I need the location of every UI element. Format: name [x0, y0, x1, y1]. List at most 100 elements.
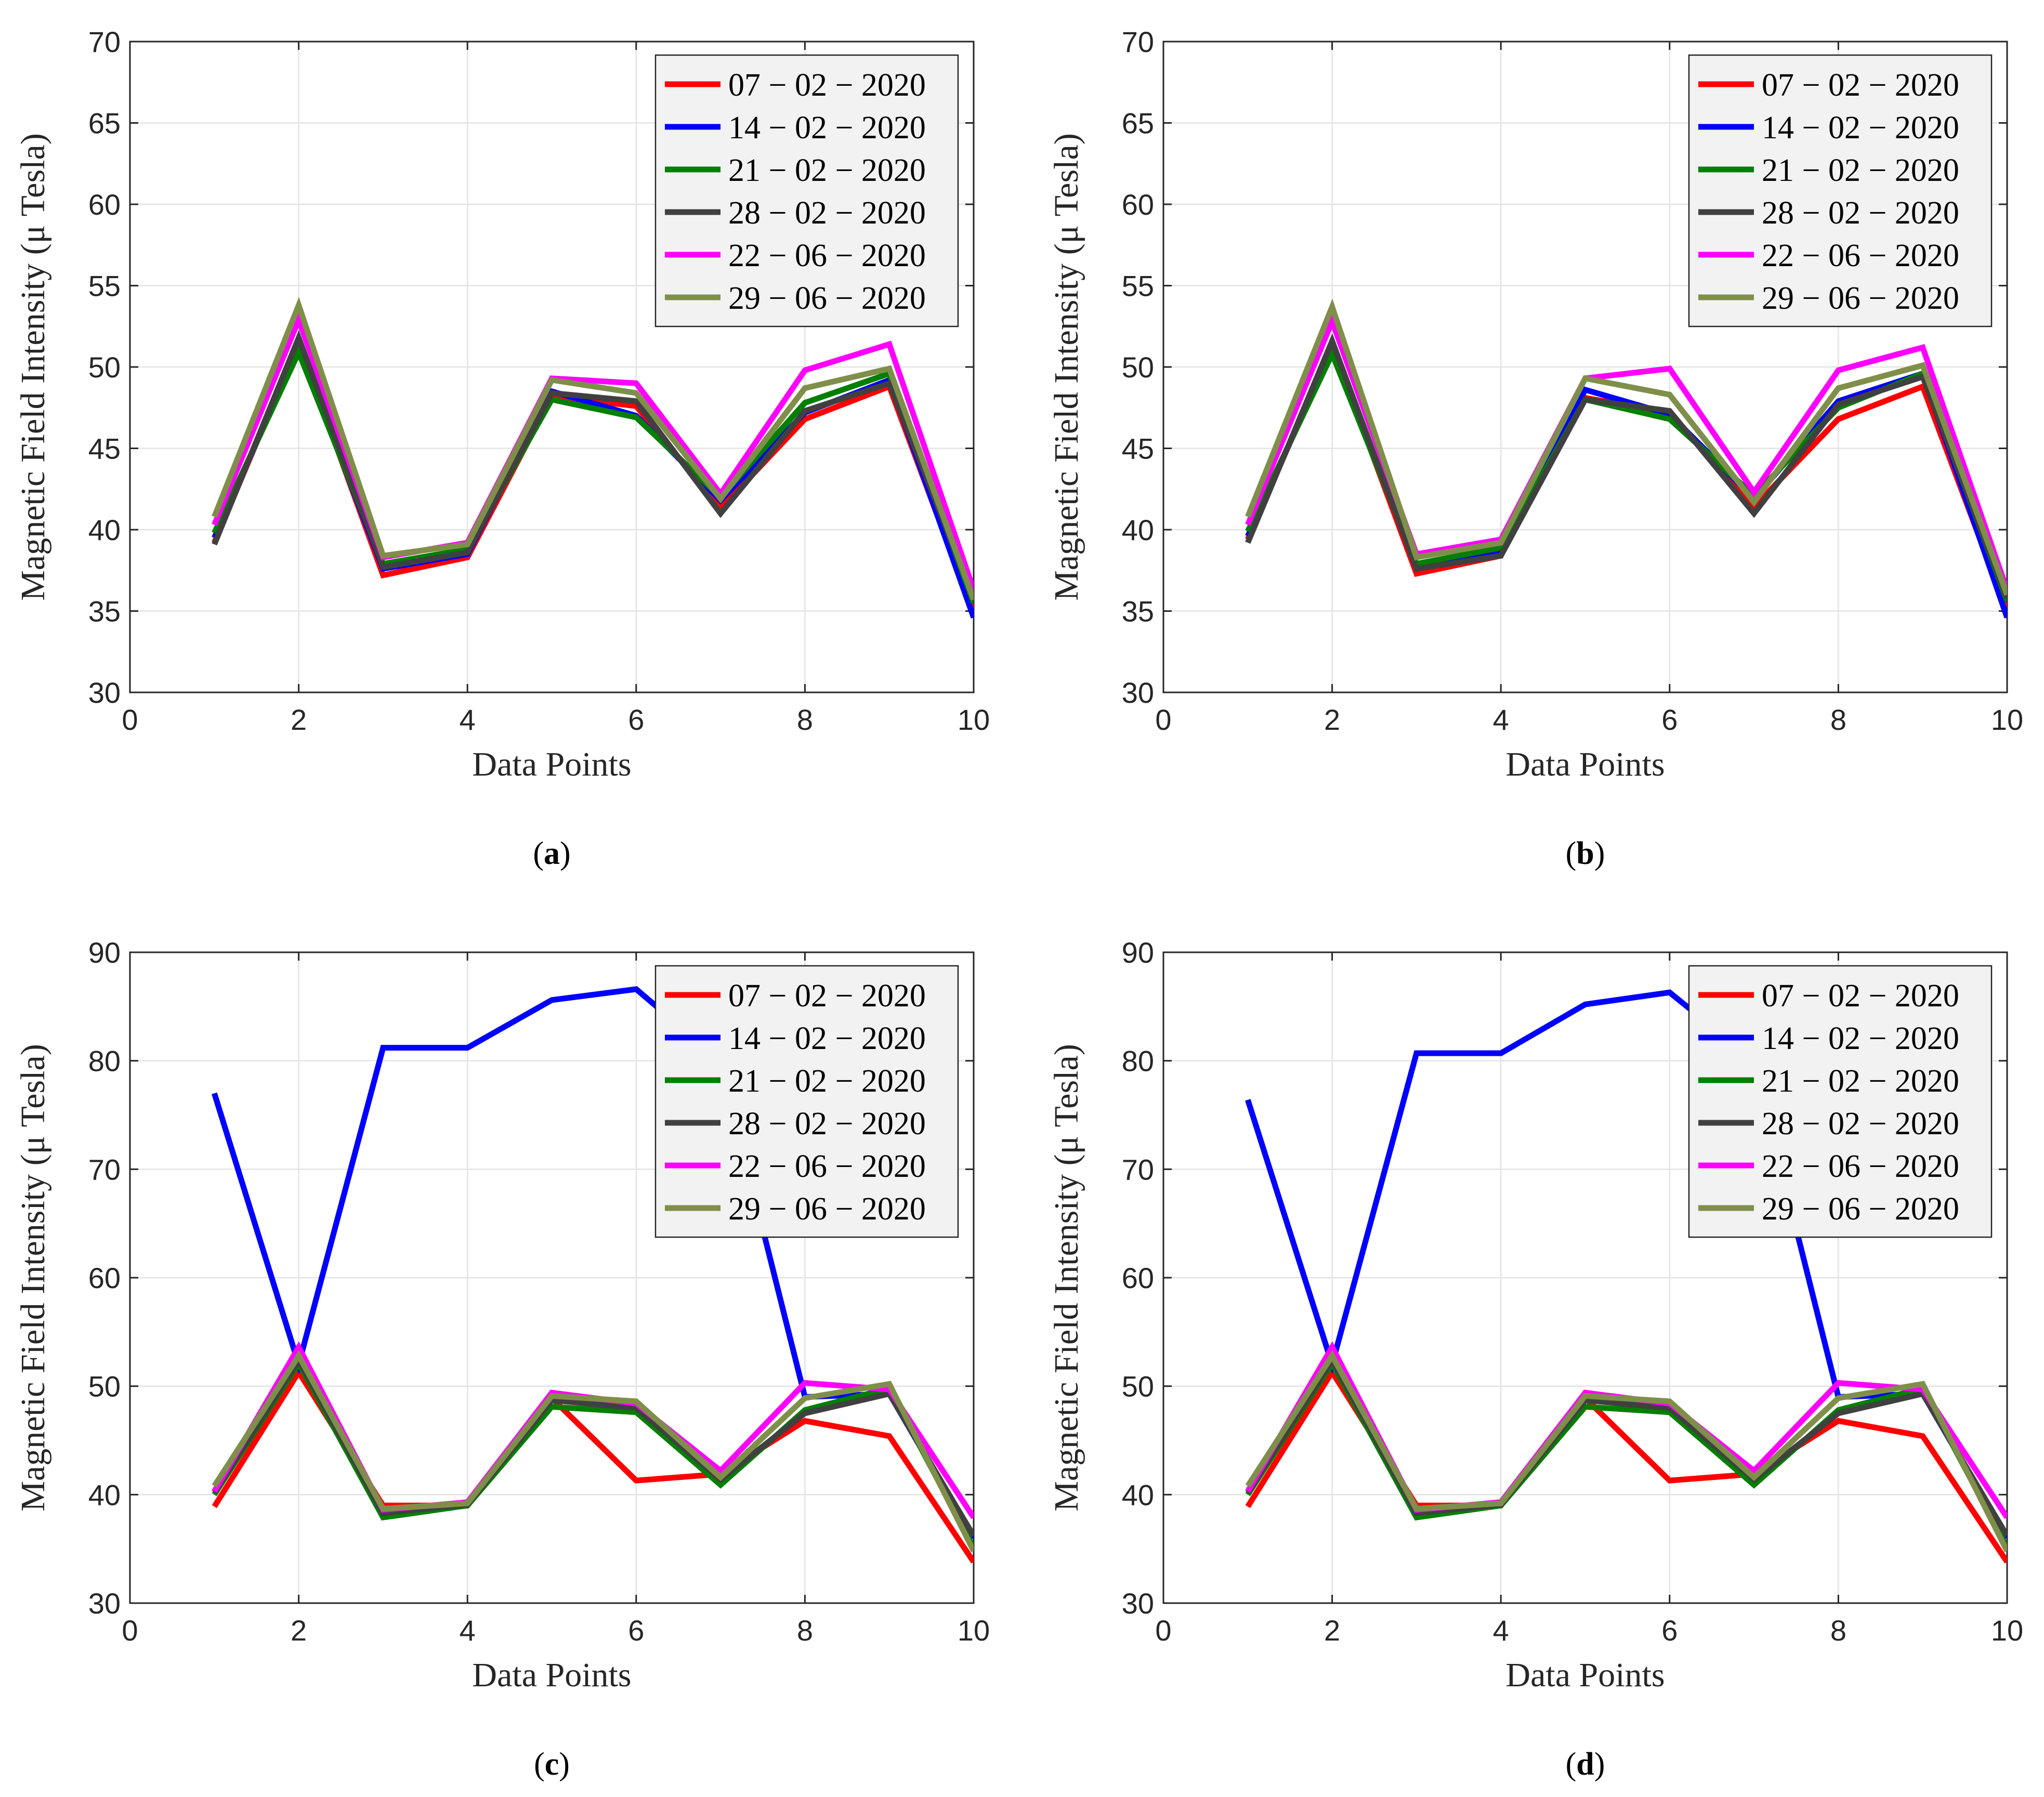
x-tick-label: 2 [291, 1614, 307, 1647]
series-line [1245, 333, 2007, 599]
series-line [1245, 989, 2007, 1540]
legend-entry-label: 21 − 02 − 2020 [1762, 153, 1959, 188]
series-group [212, 297, 974, 619]
series-group [1245, 989, 2007, 1564]
y-tick-label: 60 [88, 1262, 121, 1294]
y-tick-label: 60 [88, 188, 121, 221]
x-tick-label: 0 [1155, 703, 1171, 736]
y-tick-label: 50 [88, 1370, 121, 1403]
series-line [212, 330, 974, 599]
x-axis-label: Data Points [1505, 745, 1665, 783]
y-axis-label: Magnetic Field Intensity (μ Tesla) [14, 133, 52, 601]
y-tick-label: 30 [88, 1587, 121, 1620]
x-tick-label: 8 [797, 703, 813, 736]
x-tick-label: 2 [1324, 703, 1340, 736]
y-tick-label: 70 [88, 25, 121, 58]
series-line [212, 986, 974, 1540]
x-tick-label: 10 [1991, 703, 2023, 736]
x-tick-label: 6 [628, 1614, 644, 1647]
y-tick-label: 65 [88, 107, 121, 140]
y-tick-label: 45 [1122, 432, 1154, 465]
legend-entry-label: 14 − 02 − 2020 [1762, 1021, 1959, 1056]
y-tick-label: 30 [1122, 676, 1154, 709]
y-tick-label: 65 [1122, 107, 1154, 140]
legend-entry-label: 22 − 06 − 2020 [1762, 1149, 1959, 1184]
legend-entry-label: 28 − 02 − 2020 [728, 1106, 926, 1142]
y-axis-label: Magnetic Field Intensity (μ Tesla) [1047, 133, 1085, 601]
x-tick-label: 2 [1324, 1614, 1340, 1647]
y-tick-label: 40 [88, 514, 121, 546]
y-tick-label: 60 [1122, 1262, 1154, 1294]
y-tick-label: 35 [1122, 595, 1154, 628]
legend-entry-label: 07 − 02 − 2020 [1762, 68, 1959, 103]
series-group [1245, 298, 2007, 619]
legend-box [654, 54, 959, 327]
y-tick-label: 70 [88, 1153, 121, 1186]
legend-entry-label: 21 − 02 − 2020 [1762, 1064, 1959, 1099]
legend-entry-label: 22 − 06 − 2020 [728, 1149, 926, 1184]
legend-entry-label: 14 − 02 − 2020 [728, 1021, 926, 1056]
y-tick-label: 30 [1122, 1587, 1154, 1620]
legend-entry-label: 29 − 06 − 2020 [1762, 1191, 1959, 1227]
chart-panel-a: 0 2 4 6 8 10 30 35 40 45 50 55 60 65 70 Data Points Magn… [14, 25, 990, 871]
x-tick-label: 4 [460, 1614, 476, 1647]
subfigure-caption: (d) [1566, 1747, 1605, 1782]
legend-entry-label: 21 − 02 − 2020 [728, 1064, 926, 1099]
subfigure-caption: (a) [533, 836, 570, 871]
x-tick-label: 6 [1661, 1614, 1678, 1647]
y-tick-label: 70 [1122, 25, 1154, 58]
y-tick-label: 70 [1122, 1153, 1154, 1186]
y-tick-label: 50 [1122, 351, 1154, 384]
x-tick-label: 6 [1661, 703, 1678, 736]
legend: 07 − 02 − 2020 14 − 02 − 2020 21 − 02 − 20… [1688, 965, 1993, 1238]
legend: 07 − 02 − 2020 14 − 02 − 2020 21 − 02 − 20… [1688, 54, 1993, 327]
y-tick-label: 80 [1122, 1045, 1154, 1078]
series-line [212, 1350, 974, 1553]
x-tick-label: 8 [1830, 1614, 1846, 1647]
legend-entry-label: 29 − 06 − 2020 [728, 281, 926, 316]
y-tick-label: 50 [88, 351, 121, 384]
legend: 07 − 02 − 2020 14 − 02 − 2020 21 − 02 − 20… [654, 965, 959, 1238]
chart-panel-c: 0 2 4 6 8 10 30 40 50 60 70 80 90 Data Points Magnetic… [14, 936, 990, 1782]
legend-entry-label: 29 − 06 − 2020 [1762, 281, 1959, 316]
legend-entry-label: 22 − 06 − 2020 [1762, 238, 1959, 273]
y-axis-label: Magnetic Field Intensity (μ Tesla) [1047, 1044, 1085, 1512]
legend-entry-label: 21 − 02 − 2020 [728, 153, 926, 188]
legend: 07 − 02 − 2020 14 − 02 − 2020 21 − 02 − 20… [654, 54, 959, 327]
legend-box [654, 965, 959, 1238]
y-tick-label: 90 [1122, 936, 1154, 969]
legend-entry-label: 14 − 02 − 2020 [1762, 110, 1959, 146]
y-tick-label: 55 [1122, 270, 1154, 303]
x-tick-label: 8 [797, 1614, 813, 1647]
legend-entry-label: 22 − 06 − 2020 [728, 238, 926, 273]
y-tick-label: 45 [88, 432, 121, 465]
chart-panel-b: 0 2 4 6 8 10 30 35 40 45 50 55 60 65 70 Data Points Magn… [1047, 25, 2023, 871]
x-tick-label: 10 [958, 1614, 990, 1647]
x-axis-label: Data Points [472, 745, 631, 783]
x-axis-label: Data Points [1505, 1656, 1665, 1694]
legend-box [1688, 54, 1993, 327]
y-tick-label: 60 [1122, 188, 1154, 221]
legend-box [1688, 965, 1993, 1238]
x-tick-label: 2 [291, 703, 307, 736]
subfigure-caption: (c) [534, 1747, 570, 1782]
series-line [1245, 298, 2007, 596]
x-tick-label: 4 [460, 703, 476, 736]
x-tick-label: 6 [628, 703, 644, 736]
y-tick-label: 40 [1122, 1478, 1154, 1511]
y-tick-label: 30 [88, 676, 121, 709]
x-tick-label: 4 [1493, 703, 1509, 736]
x-tick-label: 10 [1991, 1614, 2023, 1647]
x-tick-label: 8 [1830, 703, 1846, 736]
legend-entry-label: 29 − 06 − 2020 [728, 1191, 926, 1227]
legend-entry-label: 28 − 02 − 2020 [1762, 195, 1959, 231]
series-line [212, 297, 974, 601]
y-tick-label: 90 [88, 936, 121, 969]
subfigure-caption: (b) [1566, 836, 1605, 871]
x-tick-label: 0 [122, 703, 138, 736]
series-line [1245, 1350, 2007, 1553]
legend-entry-label: 14 − 02 − 2020 [728, 110, 926, 146]
x-tick-label: 0 [122, 1614, 138, 1647]
